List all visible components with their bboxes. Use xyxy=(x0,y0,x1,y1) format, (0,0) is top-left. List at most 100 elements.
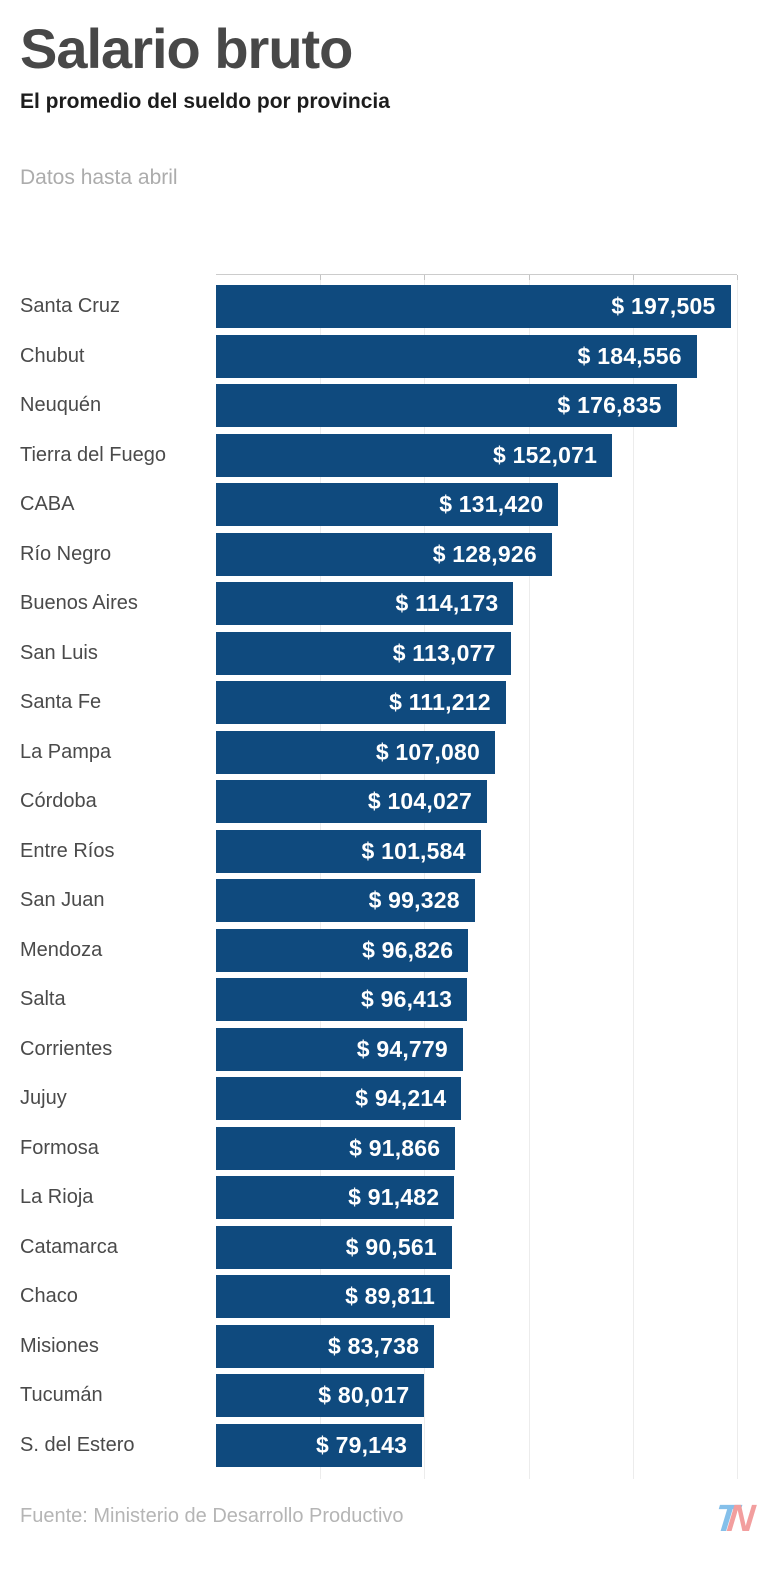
bar-track: $ 83,738 xyxy=(216,1324,737,1368)
bar-track: $ 128,926 xyxy=(216,532,737,576)
value-label: $ 96,826 xyxy=(362,936,454,963)
category-label: San Luis xyxy=(20,641,98,664)
bar: $ 176,835 xyxy=(216,384,677,428)
category-label: Santa Cruz xyxy=(20,295,121,318)
chart-row: Catamarca $ 90,561 xyxy=(0,1223,767,1273)
category-label: Río Negro xyxy=(20,542,112,565)
bar-track: $ 152,071 xyxy=(216,433,737,477)
bar-track: $ 104,027 xyxy=(216,780,737,824)
value-label: $ 79,143 xyxy=(316,1431,408,1458)
bar-track: $ 89,811 xyxy=(216,1275,737,1319)
value-label: $ 94,779 xyxy=(356,1035,448,1062)
bar-track: $ 176,835 xyxy=(216,384,737,428)
bar-track: $ 79,143 xyxy=(216,1423,737,1467)
category-label: La Rioja xyxy=(20,1186,94,1209)
bar: $ 94,214 xyxy=(216,1077,462,1121)
value-label: $ 83,738 xyxy=(327,1332,420,1359)
bar-track: $ 197,505 xyxy=(216,285,737,329)
chart-row: Río Negro $ 128,926 xyxy=(0,530,767,580)
chart-row: La Pampa $ 107,080 xyxy=(0,728,767,778)
bar: $ 111,212 xyxy=(216,681,506,725)
category-label: Córdoba xyxy=(20,790,97,813)
category-label: La Pampa xyxy=(20,740,112,763)
value-label: $ 131,420 xyxy=(439,491,544,518)
plot-area xyxy=(216,274,738,1479)
category-label: Entre Ríos xyxy=(20,839,115,862)
bar: $ 83,738 xyxy=(216,1324,435,1368)
bar: $ 152,071 xyxy=(216,433,613,477)
value-label: $ 96,413 xyxy=(361,986,453,1013)
value-label: $ 101,584 xyxy=(361,837,466,864)
value-label: $ 184,556 xyxy=(577,342,682,369)
chart-rows: Santa Cruz $ 197,505 Chubut $ 184,556 Neuqué… xyxy=(0,282,767,1470)
chart-row: Corrientes $ 94,779 xyxy=(0,1025,767,1075)
bar: $ 94,779 xyxy=(216,1027,463,1071)
bar-track: $ 184,556 xyxy=(216,334,737,378)
bar-track: $ 113,077 xyxy=(216,631,737,675)
category-label: Tierra del Fuego xyxy=(20,443,166,466)
chart-row: Entre Ríos $ 101,584 xyxy=(0,827,767,877)
bar-track: $ 96,413 xyxy=(216,978,737,1022)
axis-tick-200000 xyxy=(737,275,738,280)
chart-row: Tierra del Fuego $ 152,071 xyxy=(0,431,767,481)
value-label: $ 111,212 xyxy=(389,689,491,716)
chart-row: S. del Estero $ 79,143 xyxy=(0,1421,767,1471)
category-label: Buenos Aires xyxy=(20,592,138,615)
value-label: $ 176,835 xyxy=(557,392,662,419)
bar-track: $ 90,561 xyxy=(216,1225,737,1269)
chart-row: San Luis $ 113,077 xyxy=(0,629,767,679)
tn-logo-letter-n: N xyxy=(725,1498,756,1540)
bar: $ 101,584 xyxy=(216,829,481,873)
bar-track: $ 111,212 xyxy=(216,681,737,725)
bar-track: $ 107,080 xyxy=(216,730,737,774)
bar-track: $ 94,779 xyxy=(216,1027,737,1071)
value-label: $ 90,561 xyxy=(345,1233,437,1260)
bar-track: $ 94,214 xyxy=(216,1077,737,1121)
category-label: Corrientes xyxy=(20,1037,113,1060)
category-label: San Juan xyxy=(20,889,105,912)
bar-track: $ 80,017 xyxy=(216,1374,737,1418)
chart-row: La Rioja $ 91,482 xyxy=(0,1173,767,1223)
chart-row: Santa Fe $ 111,212 xyxy=(0,678,767,728)
chart-row: Misiones $ 83,738 xyxy=(0,1322,767,1372)
chart-row: Chaco $ 89,811 xyxy=(0,1272,767,1322)
page-subtitle: El promedio del sueldo por provincia xyxy=(20,90,390,113)
bar: $ 96,826 xyxy=(216,928,469,972)
bar: $ 90,561 xyxy=(216,1225,452,1269)
chart-row: Tucumán $ 80,017 xyxy=(0,1371,767,1421)
category-label: Mendoza xyxy=(20,938,103,961)
gridline-120000 xyxy=(528,275,530,1479)
axis-tick-160000 xyxy=(632,275,634,280)
data-note: Datos hasta abril xyxy=(20,166,178,189)
bar: $ 91,866 xyxy=(216,1126,456,1170)
value-label: $ 89,811 xyxy=(345,1283,435,1310)
gridline-40000 xyxy=(320,275,322,1479)
value-label: $ 114,173 xyxy=(395,590,499,617)
bar-track: $ 114,173 xyxy=(216,582,737,626)
bar-track: $ 96,826 xyxy=(216,928,737,972)
value-label: $ 91,482 xyxy=(348,1184,440,1211)
bar: $ 131,420 xyxy=(216,483,559,527)
bar: $ 99,328 xyxy=(216,879,475,923)
category-label: Chaco xyxy=(20,1285,78,1308)
value-label: $ 91,866 xyxy=(349,1134,441,1161)
value-label: $ 152,071 xyxy=(493,441,598,468)
bar: $ 104,027 xyxy=(216,780,487,824)
category-label: Tucumán xyxy=(20,1384,103,1407)
bar-track: $ 131,420 xyxy=(216,483,737,527)
bar: $ 184,556 xyxy=(216,334,697,378)
category-label: Formosa xyxy=(20,1136,99,1159)
value-label: $ 107,080 xyxy=(375,738,480,765)
value-label: $ 113,077 xyxy=(392,639,496,666)
bar: $ 107,080 xyxy=(216,730,495,774)
axis-tick-80000 xyxy=(424,275,426,280)
bar: $ 113,077 xyxy=(216,631,511,675)
axis-tick-120000 xyxy=(528,275,530,280)
category-label: Chubut xyxy=(20,344,85,367)
chart-row: Buenos Aires $ 114,173 xyxy=(0,579,767,629)
gridline-160000 xyxy=(632,275,634,1479)
category-label: Catamarca xyxy=(20,1235,118,1258)
bar: $ 79,143 xyxy=(216,1423,423,1467)
category-label: Santa Fe xyxy=(20,691,102,714)
value-label: $ 104,027 xyxy=(367,788,472,815)
